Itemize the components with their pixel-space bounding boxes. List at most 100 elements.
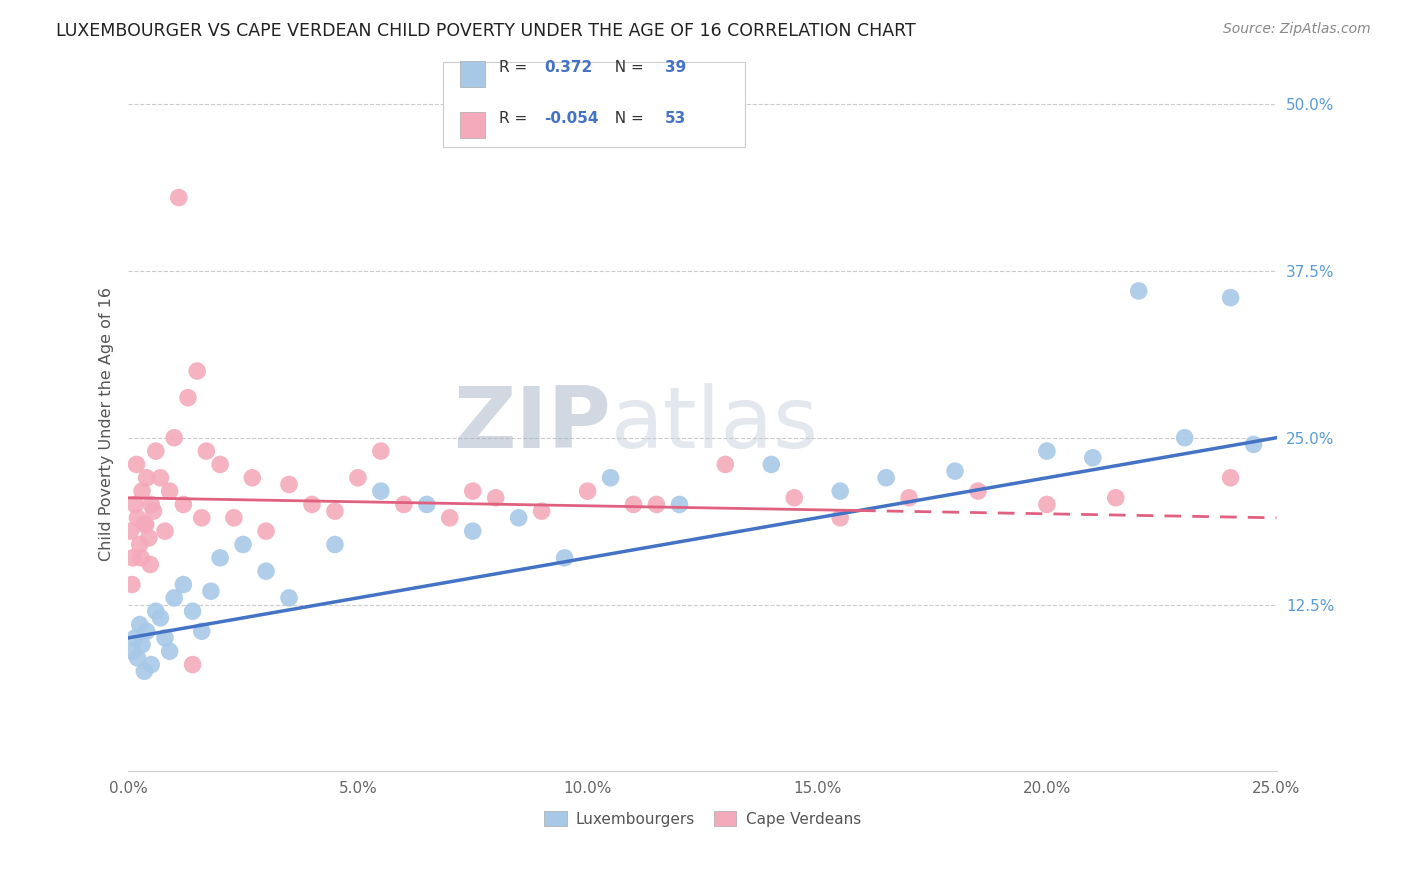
Point bbox=[159, 484, 181, 499]
Point bbox=[645, 498, 668, 512]
Point bbox=[830, 511, 852, 525]
Point bbox=[323, 504, 346, 518]
Point bbox=[240, 471, 263, 485]
Point bbox=[461, 524, 484, 538]
Point bbox=[761, 458, 783, 472]
Y-axis label: Child Poverty Under the Age of 16: Child Poverty Under the Age of 16 bbox=[100, 287, 114, 561]
Text: ZIP: ZIP bbox=[453, 383, 610, 466]
Point bbox=[153, 524, 176, 538]
Point bbox=[1036, 444, 1059, 458]
Point bbox=[149, 611, 172, 625]
Point bbox=[1243, 437, 1265, 451]
Point bbox=[129, 550, 152, 565]
Point bbox=[1219, 291, 1241, 305]
Text: LUXEMBOURGER VS CAPE VERDEAN CHILD POVERTY UNDER THE AGE OF 16 CORRELATION CHART: LUXEMBOURGER VS CAPE VERDEAN CHILD POVER… bbox=[56, 22, 915, 40]
Point bbox=[135, 471, 157, 485]
Point bbox=[1105, 491, 1128, 505]
Point bbox=[141, 498, 163, 512]
Text: 39: 39 bbox=[665, 60, 686, 75]
Point bbox=[1036, 498, 1059, 512]
Point bbox=[163, 591, 186, 605]
Point bbox=[898, 491, 921, 505]
Point bbox=[668, 498, 690, 512]
Point bbox=[124, 498, 146, 512]
Point bbox=[370, 484, 392, 499]
Point bbox=[508, 511, 530, 525]
Text: N =: N = bbox=[605, 60, 648, 75]
Point bbox=[943, 464, 966, 478]
Point bbox=[209, 458, 232, 472]
Point bbox=[190, 624, 212, 639]
Point bbox=[392, 498, 415, 512]
Point bbox=[159, 644, 181, 658]
Point bbox=[141, 657, 163, 672]
Point bbox=[120, 524, 142, 538]
Point bbox=[135, 517, 157, 532]
Point bbox=[190, 511, 212, 525]
Point bbox=[200, 584, 222, 599]
Point bbox=[128, 617, 150, 632]
Point bbox=[254, 564, 277, 578]
Point bbox=[163, 431, 186, 445]
Point bbox=[172, 498, 194, 512]
Point bbox=[623, 498, 645, 512]
Point bbox=[530, 504, 553, 518]
Point bbox=[370, 444, 392, 458]
Text: 53: 53 bbox=[665, 111, 686, 126]
Point bbox=[783, 491, 806, 505]
Text: R =: R = bbox=[499, 111, 533, 126]
Point bbox=[186, 364, 208, 378]
Text: R =: R = bbox=[499, 60, 533, 75]
Text: 0.372: 0.372 bbox=[544, 60, 592, 75]
Point bbox=[134, 517, 156, 532]
Point bbox=[167, 190, 190, 204]
Point bbox=[1128, 284, 1150, 298]
Point bbox=[347, 471, 370, 485]
Text: Source: ZipAtlas.com: Source: ZipAtlas.com bbox=[1223, 22, 1371, 37]
Point bbox=[967, 484, 990, 499]
Point bbox=[172, 577, 194, 591]
Legend: Luxembourgers, Cape Verdeans: Luxembourgers, Cape Verdeans bbox=[537, 805, 868, 833]
Point bbox=[149, 471, 172, 485]
Point bbox=[278, 477, 301, 491]
Point bbox=[232, 537, 254, 551]
Point bbox=[131, 638, 153, 652]
Point bbox=[485, 491, 508, 505]
Point bbox=[830, 484, 852, 499]
Point bbox=[125, 458, 148, 472]
Point bbox=[576, 484, 599, 499]
Point bbox=[135, 624, 157, 639]
Point bbox=[195, 444, 218, 458]
Point bbox=[153, 631, 176, 645]
Point bbox=[121, 577, 143, 591]
Point bbox=[127, 511, 149, 525]
Point bbox=[222, 511, 245, 525]
Point bbox=[416, 498, 439, 512]
Point bbox=[875, 471, 897, 485]
Point bbox=[128, 537, 150, 551]
Text: N =: N = bbox=[605, 111, 648, 126]
Point bbox=[278, 591, 301, 605]
Point bbox=[139, 558, 162, 572]
Point bbox=[131, 484, 153, 499]
Point bbox=[599, 471, 621, 485]
Point bbox=[254, 524, 277, 538]
Point bbox=[142, 504, 165, 518]
Point bbox=[1219, 471, 1241, 485]
Text: atlas: atlas bbox=[610, 383, 818, 466]
Point bbox=[181, 657, 204, 672]
Point bbox=[124, 631, 146, 645]
Point bbox=[554, 550, 576, 565]
Point bbox=[439, 511, 461, 525]
Point bbox=[177, 391, 200, 405]
Point bbox=[1174, 431, 1197, 445]
Point bbox=[1081, 450, 1104, 465]
Point bbox=[714, 458, 737, 472]
Point bbox=[138, 531, 160, 545]
Point bbox=[323, 537, 346, 551]
Point bbox=[121, 550, 143, 565]
Point bbox=[127, 651, 149, 665]
Point bbox=[145, 604, 167, 618]
Point bbox=[145, 444, 167, 458]
Point bbox=[209, 550, 232, 565]
